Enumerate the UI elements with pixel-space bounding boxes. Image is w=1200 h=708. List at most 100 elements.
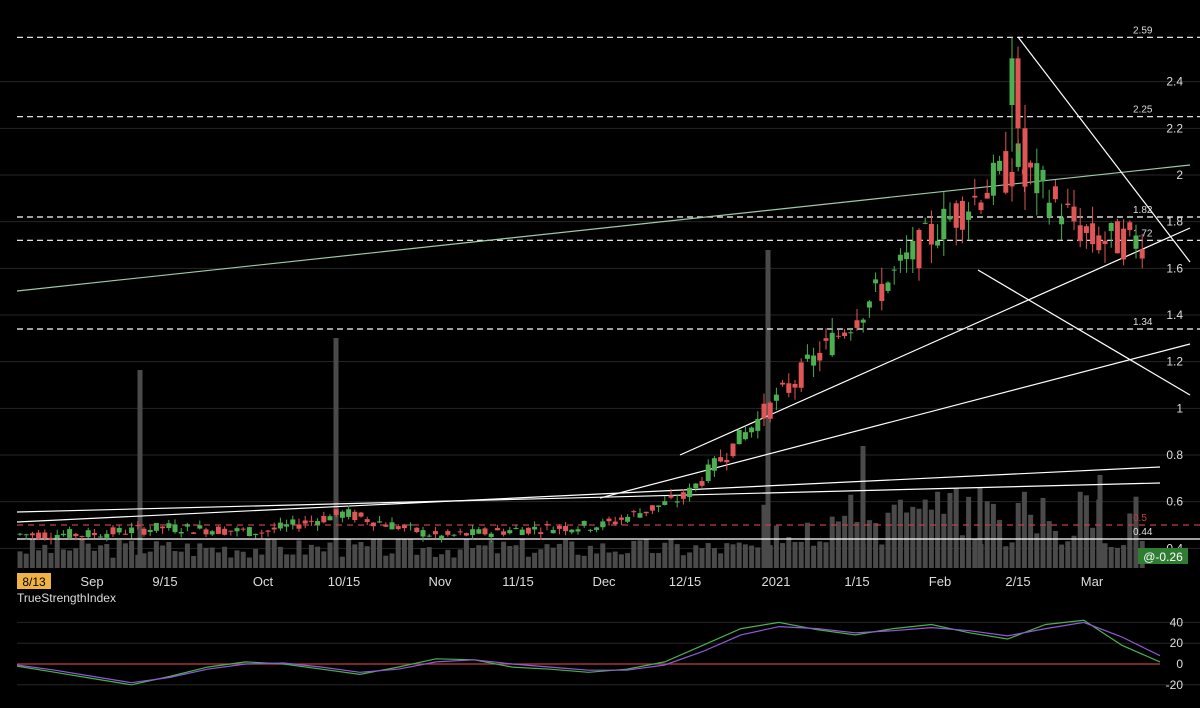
y-tick-label: 0.8: [1166, 448, 1183, 462]
volume-bar: [563, 539, 569, 568]
volume-bar: [222, 546, 228, 568]
volume-bar: [501, 541, 507, 568]
date-badge: 8/13: [17, 573, 51, 589]
candle-body: [525, 527, 531, 534]
volume-bar: [137, 370, 143, 568]
volume-bar: [42, 544, 48, 568]
volume-bar: [178, 551, 184, 568]
candle-body: [488, 533, 494, 537]
volume-bar: [1040, 497, 1046, 568]
candle-body: [519, 529, 525, 536]
candle-body: [724, 459, 730, 463]
candle-body: [1127, 222, 1133, 231]
candle-body: [891, 269, 897, 271]
volume-bar: [1097, 475, 1103, 568]
candle-body: [1121, 228, 1127, 260]
candle-body: [395, 526, 401, 530]
candle-body: [463, 533, 469, 536]
candle-body: [54, 534, 60, 539]
level-label: 0.5: [1133, 513, 1147, 524]
volume-bar: [587, 545, 593, 568]
volume-bar: [1052, 530, 1058, 568]
volume-bar: [1021, 491, 1027, 568]
volume-bar: [544, 544, 550, 568]
candle-body: [203, 529, 209, 535]
volume-bar: [321, 551, 327, 568]
volume-bar: [519, 539, 525, 568]
candle-body: [587, 529, 593, 531]
volume-bar: [780, 543, 786, 568]
volume-bar: [122, 543, 128, 568]
tsi-series-line: [16, 621, 1161, 684]
volume-bar: [358, 541, 364, 568]
volume-bar: [36, 550, 42, 568]
tsi-y-tick: 20: [1170, 636, 1184, 650]
price-badge-text: @-0.26: [1143, 550, 1183, 564]
volume-bar: [494, 553, 500, 568]
candle-body: [321, 516, 327, 523]
volume-bar: [91, 550, 97, 568]
candle-body: [228, 530, 234, 532]
candle-body: [773, 394, 779, 401]
volume-bar: [488, 540, 494, 568]
x-tick-label: 9/15: [152, 574, 177, 589]
volume-bar: [1009, 542, 1015, 568]
candle-body: [1071, 206, 1077, 222]
volume-bar: [1090, 527, 1096, 568]
trend-line: [16, 482, 1161, 513]
volume-bar: [197, 543, 203, 568]
candle-body: [842, 332, 848, 337]
volume-bar: [191, 555, 197, 568]
volume-bar: [885, 512, 891, 568]
level-label: 0.44: [1133, 527, 1153, 538]
candle-body: [178, 532, 184, 534]
candle-body: [222, 528, 228, 535]
volume-bar: [302, 554, 308, 568]
candle-body: [240, 528, 246, 530]
x-tick-label: Oct: [253, 574, 274, 589]
volume-bar: [594, 553, 600, 568]
candle-body: [389, 522, 395, 530]
candle-body: [972, 195, 978, 198]
candle-body: [277, 522, 283, 529]
volume-bar: [426, 547, 432, 568]
trend-line: [1017, 36, 1191, 263]
x-tick-label: 12/15: [669, 574, 702, 589]
volume-bar: [687, 552, 693, 568]
candle-body: [674, 501, 680, 503]
candle-body: [575, 529, 581, 532]
candle-body: [879, 283, 885, 301]
level-label: 1.34: [1133, 317, 1153, 328]
volume-bar: [916, 508, 922, 568]
candle-body: [829, 332, 835, 356]
candle-body: [1052, 186, 1058, 200]
volume-bar: [823, 542, 829, 568]
volume-bar: [383, 555, 389, 568]
volume-bar: [972, 539, 978, 568]
volume-bar: [1059, 544, 1065, 568]
volume-bar: [792, 542, 798, 568]
volume-bar: [904, 512, 910, 568]
volume-bar: [891, 504, 897, 568]
volume-bar: [116, 540, 122, 568]
candle-body: [1009, 172, 1015, 187]
candle-body: [339, 511, 345, 518]
candle-body: [166, 523, 172, 529]
trend-lines: [16, 36, 1191, 523]
volume-bar: [85, 543, 91, 568]
candle-body: [718, 457, 724, 462]
candle-body: [649, 505, 655, 511]
candle-body: [786, 383, 792, 393]
candle-body: [873, 279, 879, 284]
candle-body: [953, 203, 959, 228]
candle-body: [110, 527, 116, 535]
volume-bar: [693, 545, 699, 568]
volume-bar: [966, 496, 972, 568]
volume-bar: [451, 557, 457, 568]
volume-bar: [1034, 533, 1040, 568]
volume-bar: [507, 546, 513, 568]
tsi-y-tick: 0: [1176, 657, 1183, 671]
candle-body: [1059, 217, 1065, 225]
y-tick-label: 0.6: [1166, 495, 1183, 509]
